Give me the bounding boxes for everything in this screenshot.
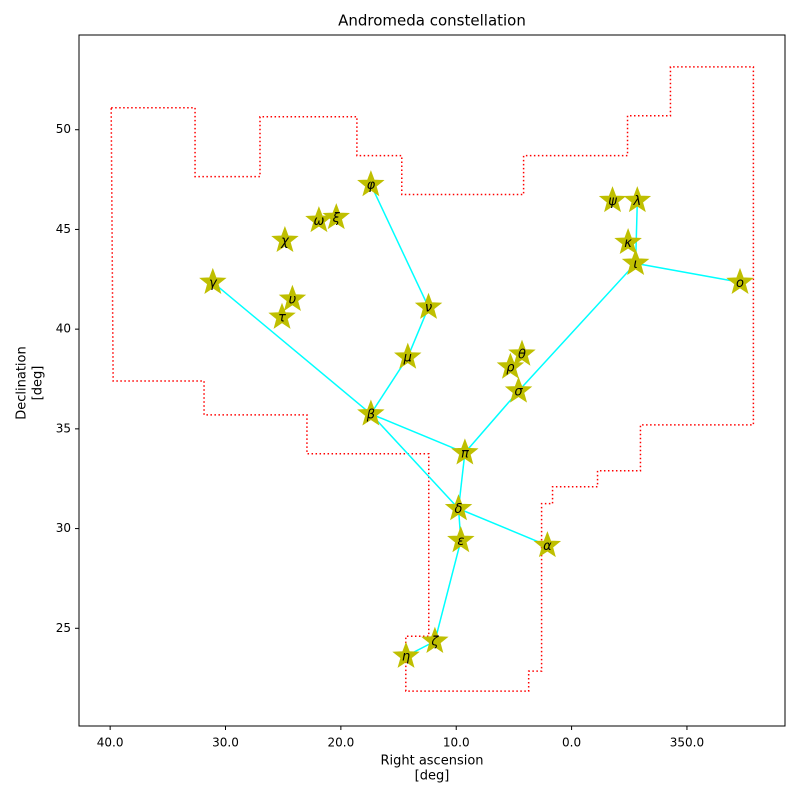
y-axis-label: Declination: [15, 346, 30, 420]
y-tick-label: 25: [56, 621, 71, 635]
star: [447, 526, 475, 553]
star-label: ω: [314, 214, 325, 229]
star: [268, 302, 296, 329]
constellation-line: [458, 507, 548, 547]
star: [357, 170, 385, 197]
x-tick-label: 30.0: [212, 736, 239, 750]
star: [394, 342, 422, 369]
star: [305, 206, 333, 233]
y-tick-label: 35: [56, 421, 71, 435]
star-label: τ: [278, 311, 286, 326]
x-axis-label: Right ascension: [380, 754, 483, 769]
star: [621, 248, 650, 276]
star: [414, 292, 443, 319]
star-label: ξ: [332, 211, 341, 226]
star: [533, 531, 562, 558]
star: [508, 339, 536, 366]
constellation-line: [370, 184, 430, 308]
star: [199, 267, 227, 294]
star-label: σ: [514, 384, 523, 399]
star: [271, 225, 299, 253]
star-label: ν: [425, 301, 432, 316]
constellation-line: [370, 413, 460, 510]
star-label: δ: [455, 502, 463, 517]
constellation-line: [370, 413, 466, 454]
star: [504, 376, 533, 403]
star-label: λ: [632, 194, 641, 209]
star-label: μ: [403, 351, 412, 366]
x-tick-label: 40.0: [97, 736, 124, 750]
star: [444, 494, 473, 521]
star-label: ψ: [608, 194, 617, 209]
star-label: κ: [624, 236, 632, 251]
star-label: ε: [457, 534, 464, 549]
y-tick-label: 45: [56, 222, 71, 236]
star: [421, 626, 449, 653]
star-label: γ: [209, 276, 218, 291]
star: [623, 186, 652, 213]
star: [357, 399, 385, 426]
constellation-line: [434, 540, 462, 642]
star: [598, 186, 627, 213]
y-axis-label: [deg]: [31, 366, 46, 401]
star-label: ρ: [506, 361, 515, 376]
star-label: η: [402, 650, 410, 665]
x-tick-label: 0.0: [562, 736, 581, 750]
star-label: β: [366, 407, 375, 422]
star-label: φ: [367, 178, 376, 193]
x-axis-label: [deg]: [415, 769, 450, 784]
y-tick-label: 40: [56, 322, 71, 336]
constellation-line: [635, 262, 741, 284]
star: [726, 267, 754, 294]
constellation-line: [212, 281, 372, 415]
constellation-line: [464, 390, 520, 454]
x-tick-label: 350.0: [670, 736, 704, 750]
star-label: ι: [633, 257, 637, 272]
star: [451, 438, 479, 465]
star: [322, 203, 350, 230]
chart-title: Andromeda constellation: [338, 12, 526, 30]
plot-frame: [78, 34, 786, 727]
star-label: ο: [736, 276, 744, 291]
x-tick-label: 10.0: [443, 736, 470, 750]
star-label: χ: [280, 234, 290, 249]
y-tick-label: 30: [56, 521, 71, 535]
star-label: ζ: [430, 635, 439, 650]
star-label: π: [461, 446, 469, 461]
constellation-line: [517, 262, 637, 392]
star: [496, 352, 525, 379]
star-label: υ: [289, 293, 297, 308]
star: [278, 284, 307, 311]
constellation-boundary: [110, 66, 755, 692]
star-label: θ: [518, 348, 526, 363]
y-tick-label: 50: [56, 122, 71, 136]
star: [614, 227, 642, 255]
x-tick-label: 20.0: [328, 736, 355, 750]
star: [392, 641, 420, 668]
star-label: α: [543, 539, 552, 554]
